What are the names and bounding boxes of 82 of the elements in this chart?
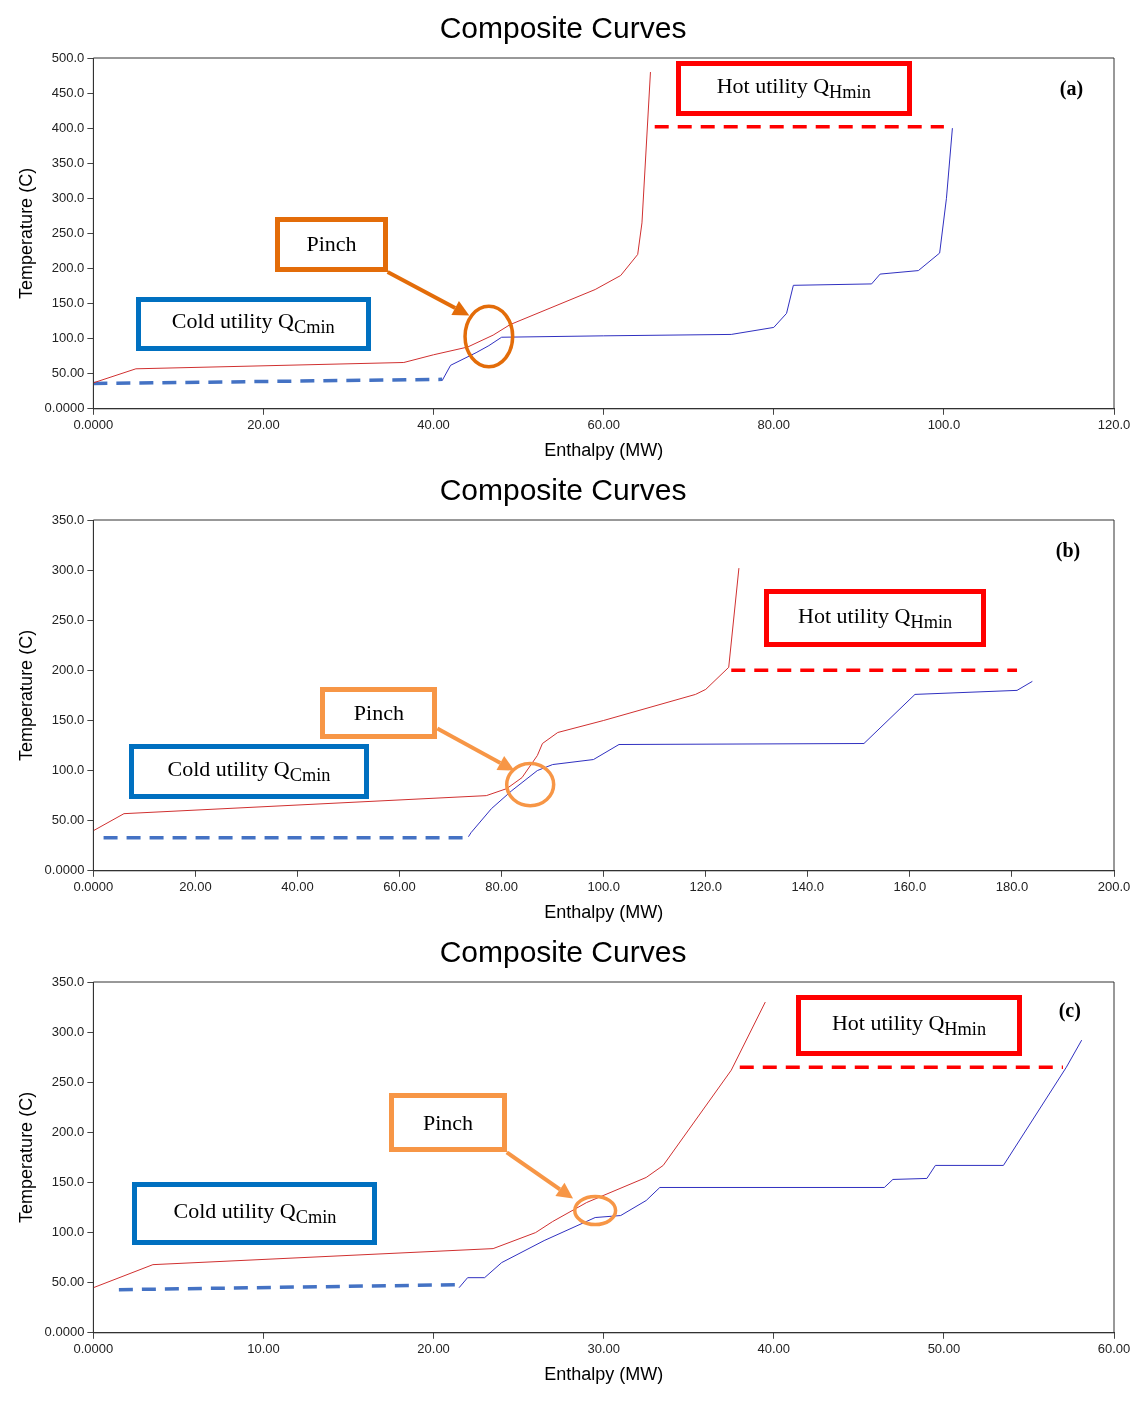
x-tick-label: 40.00 [417,417,450,433]
y-tick-label: 0.0000 [44,1324,85,1340]
y-tick-label: 250.0 [51,224,85,240]
x-tick-label: 80.00 [485,879,518,895]
x-axis-title: Enthalpy (MW) [544,440,664,461]
x-tick-label: 20.00 [179,879,212,895]
annotation: (c) [1058,998,1081,1022]
y-tick-label: 250.0 [51,611,85,627]
annotation: Hot utility Q$_{Hmin}$ [831,1010,987,1041]
annotation: Hot utility Q$_{Hmin}$ [798,603,953,634]
y-tick-label: 150.0 [51,712,85,728]
y-tick-label: 50.00 [51,1274,85,1290]
annotation: Cold utility Q$_{Cmin}$ [167,755,331,787]
x-tick-label: 20.00 [417,1341,450,1357]
outlined-box: Pinch [275,216,388,272]
x-tick-label: 80.00 [757,417,791,433]
annotation: Hot utility Q$_{Hmin}$ [716,73,871,104]
y-tick-label: 450.0 [51,84,85,100]
x-tick-label: 0.0000 [73,879,114,895]
outlined-box: Hot utility Q$_{Hmin}$ [675,60,912,117]
x-tick-label: 120.0 [1097,417,1131,433]
y-tick-label: 100.0 [51,1224,85,1240]
y-tick-label: 150.0 [51,295,85,311]
annotation: Pinch [306,231,357,258]
x-tick-label: 10.00 [247,1341,280,1357]
y-tick-label: 50.00 [51,365,85,381]
y-axis-title: Temperature (C) [15,1091,36,1223]
y-tick-label: 350.0 [51,511,85,527]
y-tick-label: 200.0 [51,661,85,677]
x-tick-label: 100.0 [927,417,961,433]
y-axis-title: Temperature (C) [15,629,36,761]
y-tick-label: 500.0 [51,49,85,65]
outlined-box: Cold utility Q$_{Cmin}$ [132,1182,378,1245]
annotation: Cold utility Q$_{Cmin}$ [173,1198,337,1229]
y-tick-label: 50.00 [51,812,85,828]
outlined-box: Hot utility Q$_{Hmin}$ [795,995,1023,1057]
y-tick-label: 200.0 [51,1123,85,1139]
x-tick-label: 160.0 [893,879,927,895]
x-tick-label: 40.00 [757,1341,791,1357]
chart-title: Composite Curves [439,473,687,507]
x-axis-title: Enthalpy (MW) [544,1364,664,1385]
x-tick-label: 120.0 [689,879,723,895]
x-tick-label: 0.0000 [73,1341,114,1357]
x-tick-label: 50.00 [927,1341,961,1357]
outlined-box: Pinch [320,687,438,740]
x-tick-label: 30.00 [587,1341,620,1357]
y-axis-title: Temperature (C) [15,167,36,299]
y-tick-label: 300.0 [51,1023,85,1039]
chart-title: Composite Curves [439,935,687,969]
x-tick-label: 0.0000 [73,417,114,433]
y-tick-label: 250.0 [51,1073,85,1089]
chart-title: Composite Curves [439,11,687,45]
x-tick-label: 180.0 [995,879,1029,895]
y-tick-label: 0.0000 [44,400,85,416]
y-tick-label: 100.0 [51,330,85,346]
y-tick-label: 400.0 [51,119,85,135]
y-tick-label: 200.0 [51,260,85,276]
outlined-box: Hot utility Q$_{Hmin}$ [763,589,987,648]
y-tick-label: 150.0 [51,1174,85,1190]
x-tick-label: 20.00 [247,417,280,433]
y-tick-label: 300.0 [51,561,85,577]
annotation: Cold utility Q$_{Cmin}$ [171,308,335,339]
outlined-box: Pinch [389,1093,507,1153]
outlined-box: Cold utility Q$_{Cmin}$ [135,296,371,351]
y-tick-label: 100.0 [51,762,85,778]
annotation: Pinch [422,1109,474,1136]
annotation: Pinch [353,700,404,727]
x-axis-title: Enthalpy (MW) [544,902,664,923]
y-tick-label: 300.0 [51,189,85,205]
x-tick-label: 60.00 [587,417,620,433]
x-tick-label: 60.00 [383,879,416,895]
y-tick-label: 350.0 [51,154,85,170]
outlined-box: Cold utility Q$_{Cmin}$ [129,743,369,799]
x-tick-label: 40.00 [281,879,314,895]
x-tick-label: 140.0 [791,879,825,895]
annotation: (b) [1055,538,1081,562]
x-tick-label: 100.0 [587,879,620,895]
y-tick-label: 350.0 [51,973,85,989]
y-tick-label: 0.0000 [44,862,85,878]
x-tick-label: 200.0 [1097,879,1131,895]
annotation: (a) [1059,76,1084,100]
x-tick-label: 60.00 [1097,1341,1131,1357]
